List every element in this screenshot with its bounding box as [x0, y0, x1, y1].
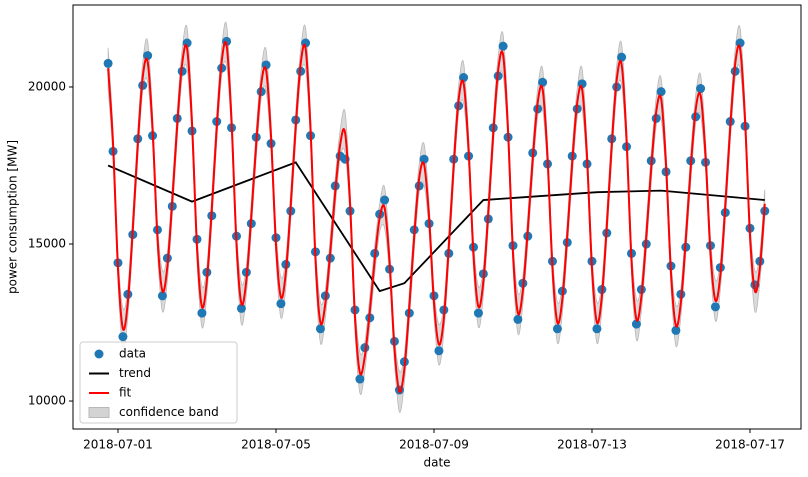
data-point — [118, 332, 128, 342]
legend-marker — [94, 349, 104, 359]
data-point — [696, 84, 706, 94]
data-point — [419, 154, 429, 164]
data-point — [617, 52, 627, 62]
y-tick-label: 20000 — [28, 79, 66, 93]
legend-label: trend — [119, 366, 151, 380]
x-tick-label: 2018-07-09 — [399, 438, 469, 452]
data-point — [671, 325, 681, 335]
x-tick-label: 2018-07-17 — [715, 438, 785, 452]
x-tick-label: 2018-07-05 — [241, 438, 311, 452]
legend-label: data — [119, 347, 146, 361]
data-point — [552, 324, 562, 334]
data-point — [631, 319, 641, 329]
data-point — [355, 374, 365, 384]
legend: data trend fit confidence band — [79, 341, 238, 424]
data-point — [157, 291, 167, 301]
data-point — [592, 324, 602, 334]
data-point — [143, 51, 153, 61]
data-point — [513, 314, 523, 324]
y-tick-label: 10000 — [28, 394, 66, 408]
data-point — [276, 299, 286, 309]
axes-frame — [72, 4, 802, 430]
data-point — [656, 87, 666, 97]
data-point — [538, 77, 548, 87]
data-point — [197, 308, 207, 318]
legend-box — [79, 341, 238, 424]
data-point — [459, 73, 469, 83]
x-axis-label: date — [423, 456, 450, 470]
x-tick-label: 2018-07-01 — [83, 438, 153, 452]
data-point — [380, 195, 390, 205]
data-point — [710, 302, 720, 312]
data-point — [315, 324, 325, 334]
plot-area — [103, 21, 770, 413]
line-series — [107, 40, 766, 394]
data-point — [473, 308, 483, 318]
data-point — [434, 346, 444, 356]
line-series — [107, 161, 765, 293]
data-point — [103, 58, 113, 68]
legend-label: fit — [119, 386, 132, 400]
legend-label: confidence band — [119, 405, 219, 419]
y-tick-label: 15000 — [28, 237, 66, 251]
data-point — [498, 41, 508, 51]
legend-marker — [88, 407, 110, 418]
y-axis-label: power consumption [MW] — [6, 140, 20, 294]
x-tick-label: 2018-07-13 — [557, 438, 627, 452]
data-point — [236, 303, 246, 313]
